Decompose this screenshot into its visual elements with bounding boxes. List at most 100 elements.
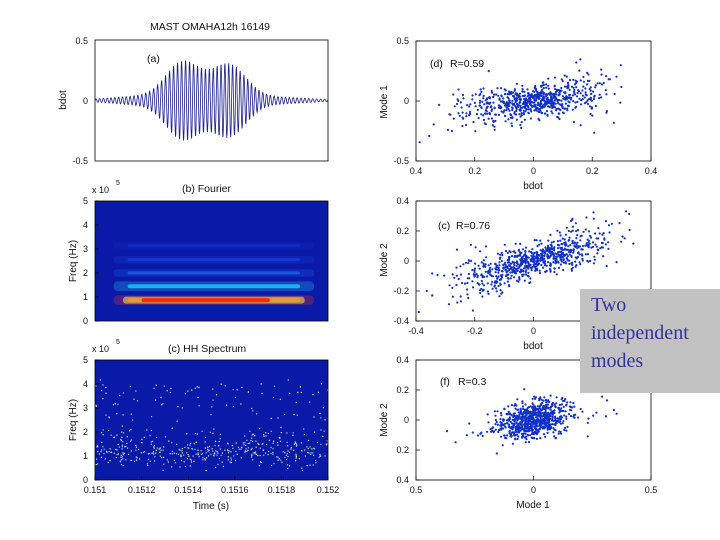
scatter-point [476,434,480,437]
scatter-point [438,103,441,106]
hh-point [120,456,122,458]
scatter-point [566,401,569,404]
scatter-point [564,96,567,99]
hh-point [257,442,259,444]
scatter-point [502,419,505,422]
hh-point [304,449,306,451]
scatter-point [557,406,561,409]
scatter-point [504,265,507,268]
scatter-point [524,424,527,427]
scatter-point [471,431,474,434]
hh-point [246,450,248,452]
scatter-point [500,251,503,254]
hh-point [176,420,178,422]
scatter-point [493,128,496,131]
scatter-point [513,431,516,434]
hh-point [97,451,99,453]
hh-point [300,391,302,393]
scatter-point [550,104,553,107]
scatter-point [619,64,622,67]
scatter-point [527,97,531,100]
scatter-point [519,106,522,109]
scatter-point [525,430,528,433]
scatter-point [573,91,576,94]
hh-point [295,456,297,458]
scatter-point [613,92,616,96]
scatter-point [592,217,595,220]
scatter-point [469,103,472,106]
scatter-point [600,241,604,244]
scatter-point [571,94,575,97]
scatter-point [558,91,561,94]
hh-point [272,448,274,450]
hh-point [166,459,168,461]
scatter-point [533,251,536,255]
scatter-point [526,101,529,104]
hh-point [174,462,177,464]
hh-point [171,466,173,468]
scatter-point [598,97,601,100]
scatter-point [521,262,524,265]
hh-point [119,461,122,463]
scatter-point [517,435,520,438]
scatter-point [552,255,556,258]
scatter-point [528,410,532,413]
scatter-point [541,254,544,257]
panel-c-points [95,379,328,472]
scatter-point [552,101,555,104]
scatter-point [604,89,608,92]
hh-point [320,429,322,431]
scatter-point [513,112,516,115]
ytick-label: -0.4 [393,316,409,326]
hh-point [129,430,131,432]
scatter-point [531,105,534,108]
scatter-point [546,431,549,434]
ytick-label: 0.4 [396,355,409,365]
scatter-point [521,415,524,418]
scatter-point [567,239,570,242]
scatter-point [482,259,485,262]
scatter-point [541,81,544,84]
scatter-point [513,422,516,425]
scatter-point [537,262,541,265]
hh-point [261,392,263,394]
scatter-point [604,243,607,246]
scatter-point [524,246,528,249]
scatter-point [494,268,497,271]
scatter-point [579,235,582,238]
scatter-point [586,99,589,102]
scatter-point [593,95,596,98]
hh-point [251,447,253,449]
scatter-point [527,108,530,111]
scatter-point [564,233,568,236]
panel-b-yscale-label: x 10 [92,185,109,195]
scatter-point [546,105,550,108]
hh-point [218,441,220,443]
scatter-point [600,96,603,99]
hh-point [247,449,249,451]
hh-point [247,442,249,445]
scatter-point [486,102,489,105]
scatter-point [466,288,469,291]
hh-point [120,454,122,456]
scatter-point [541,422,544,425]
hh-point [205,452,207,454]
hh-point [170,387,172,389]
scatter-point [547,421,550,424]
hh-point [313,454,315,456]
hh-point [273,463,275,465]
hh-point [122,441,124,443]
panel-c-background [95,360,328,480]
xtick-label: 0.5 [645,485,658,495]
scatter-point [451,273,454,276]
scatter-point [521,88,524,91]
scatter-point [564,242,568,246]
scatter-point [535,437,539,440]
scatter-point [571,225,575,228]
hh-point [130,429,132,431]
hh-point [179,449,181,451]
hh-point [135,390,137,392]
scatter-point [557,116,560,119]
scatter-point [605,111,608,114]
scatter-point [515,82,519,85]
